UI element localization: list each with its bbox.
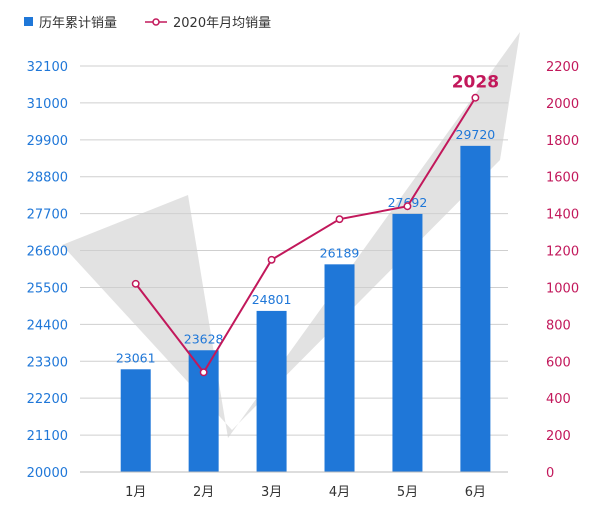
left-axis-tick-label: 25500 bbox=[27, 281, 68, 296]
left-axis-tick-label: 23300 bbox=[27, 355, 68, 370]
legend-item-line: 2020年月均销量 bbox=[145, 12, 271, 31]
left-axis-tick-label: 27700 bbox=[27, 208, 68, 223]
legend: 历年累计销量 2020年月均销量 bbox=[24, 12, 299, 31]
left-axis-tick-label: 32100 bbox=[27, 60, 68, 75]
right-axis-tick-label: 0 bbox=[546, 466, 554, 481]
legend-bar-swatch bbox=[24, 17, 33, 26]
left-axis-tick-label: 31000 bbox=[27, 97, 68, 112]
x-axis-category-label: 3月 bbox=[261, 485, 282, 500]
left-axis-tick-label: 20000 bbox=[27, 466, 68, 481]
line-point bbox=[403, 202, 412, 211]
bar-value-label: 24801 bbox=[252, 292, 292, 307]
right-axis-tick-label: 600 bbox=[546, 355, 571, 370]
right-axis-tick-label: 2000 bbox=[546, 97, 579, 112]
line-point bbox=[471, 93, 480, 102]
bar-value-label: 29720 bbox=[456, 127, 496, 142]
left-axis-tick-label: 22200 bbox=[27, 392, 68, 407]
right-axis-tick-label: 2200 bbox=[546, 60, 579, 75]
line-point bbox=[131, 279, 140, 288]
bar bbox=[120, 369, 151, 472]
left-axis-tick-label: 26600 bbox=[27, 245, 68, 260]
line-value-label: 2028 bbox=[452, 73, 499, 93]
bar-value-label: 26189 bbox=[320, 245, 360, 260]
right-axis-tick-label: 200 bbox=[546, 429, 571, 444]
left-axis-tick-label: 29900 bbox=[27, 134, 68, 149]
right-axis-tick-label: 1400 bbox=[546, 208, 579, 223]
x-axis-category-label: 2月 bbox=[193, 485, 214, 500]
right-axis-tick-label: 400 bbox=[546, 392, 571, 407]
legend-line-label: 2020年月均销量 bbox=[173, 16, 272, 31]
right-axis-tick-label: 1000 bbox=[546, 281, 579, 296]
bar bbox=[392, 213, 423, 473]
bar bbox=[324, 264, 355, 472]
line-point bbox=[267, 255, 276, 264]
bar bbox=[256, 310, 287, 472]
x-axis-category-label: 4月 bbox=[329, 485, 350, 500]
line-point bbox=[199, 368, 208, 377]
right-axis-tick-label: 1600 bbox=[546, 171, 579, 186]
line-point bbox=[335, 215, 344, 224]
bar-value-label: 23628 bbox=[184, 331, 224, 346]
right-axis-tick-label: 800 bbox=[546, 318, 571, 333]
line-series bbox=[134, 97, 477, 375]
bar bbox=[460, 145, 491, 472]
legend-bar-label: 历年累计销量 bbox=[39, 16, 118, 31]
right-axis-tick-label: 1800 bbox=[546, 134, 579, 149]
right-axis-tick-label: 1200 bbox=[546, 245, 579, 260]
x-axis-category-label: 5月 bbox=[397, 485, 418, 500]
x-axis-category-label: 6月 bbox=[465, 485, 486, 500]
left-axis-tick-label: 24400 bbox=[27, 318, 68, 333]
left-axis-tick-label: 21100 bbox=[27, 429, 68, 444]
legend-item-bar: 历年累计销量 bbox=[24, 12, 117, 31]
x-axis-category-label: 1月 bbox=[125, 485, 146, 500]
left-axis-tick-label: 28800 bbox=[27, 171, 68, 186]
legend-line-swatch bbox=[145, 17, 168, 26]
bar-value-label: 23061 bbox=[116, 350, 156, 365]
